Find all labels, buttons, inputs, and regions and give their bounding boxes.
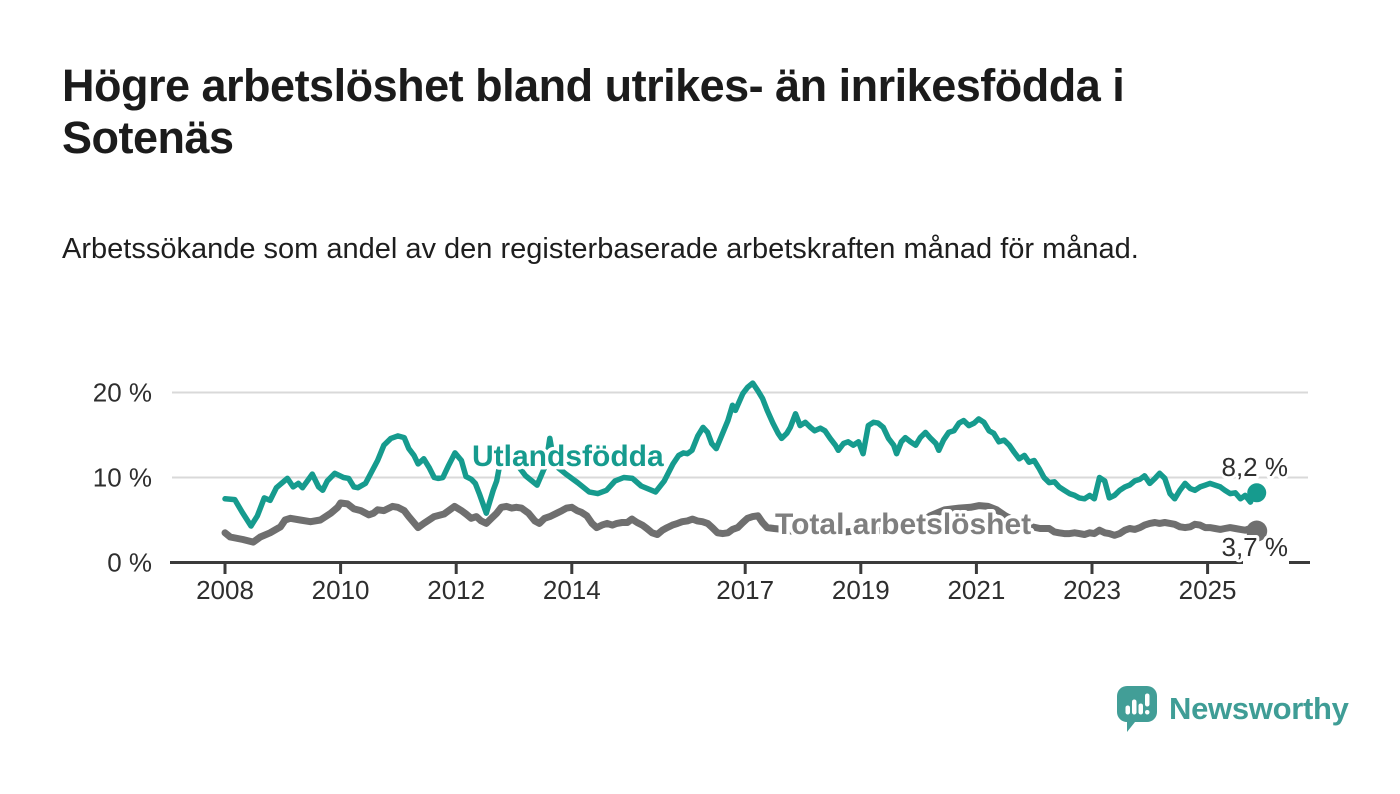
newsworthy-wordmark: Newsworthy [1169, 691, 1349, 726]
x-tick-label-2008: 2008 [196, 575, 254, 605]
y-axis-label-10: 10 % [93, 463, 152, 493]
x-tick-label-2010: 2010 [312, 575, 370, 605]
x-tick-label-2023: 2023 [1063, 575, 1121, 605]
end-value-label-total: 3,7 % [1222, 532, 1289, 562]
gridlines [172, 391, 1308, 479]
series-line-0 [222, 380, 1260, 529]
y-axis-label-20: 20 % [93, 378, 152, 408]
series-group [221, 380, 1268, 546]
x-axis-ticks: 2008 2010 2012 2014 2017 2019 2021 2023 2025 [196, 563, 1237, 605]
y-axis-labels: 0 % 10 % 20 % [93, 378, 152, 578]
newsworthy-logo-icon [1117, 686, 1157, 732]
chart-title: Högre arbetslöshet bland utrikes- än inr… [62, 60, 1125, 164]
x-tick-label-2021: 2021 [947, 575, 1005, 605]
x-tick-label-2019: 2019 [832, 575, 890, 605]
y-axis-label-0: 0 % [107, 548, 152, 578]
x-tick-label-2012: 2012 [427, 575, 485, 605]
x-tick-label-2014: 2014 [543, 575, 601, 605]
x-tick-label-2017: 2017 [716, 575, 774, 605]
axis-label-mask [1243, 556, 1289, 565]
end-value-label-utlandsfodda: 8,2 % [1222, 452, 1289, 482]
series-label-total-arbetsloshet: Total arbetslöshet [775, 508, 1031, 541]
newsworthy-logo: Newsworthy [1117, 686, 1349, 732]
bar-chart-glyph [1125, 693, 1150, 715]
series-label-utlandsfodda: Utlandsfödda [472, 440, 664, 473]
chart-subtitle: Arbetssökande som andel av den registerb… [62, 233, 1139, 265]
series-line-1 [221, 499, 1261, 546]
series-end-dot-0 [1247, 483, 1267, 503]
series-end-dot-1 [1246, 520, 1268, 542]
x-tick-label-2025: 2025 [1179, 575, 1237, 605]
